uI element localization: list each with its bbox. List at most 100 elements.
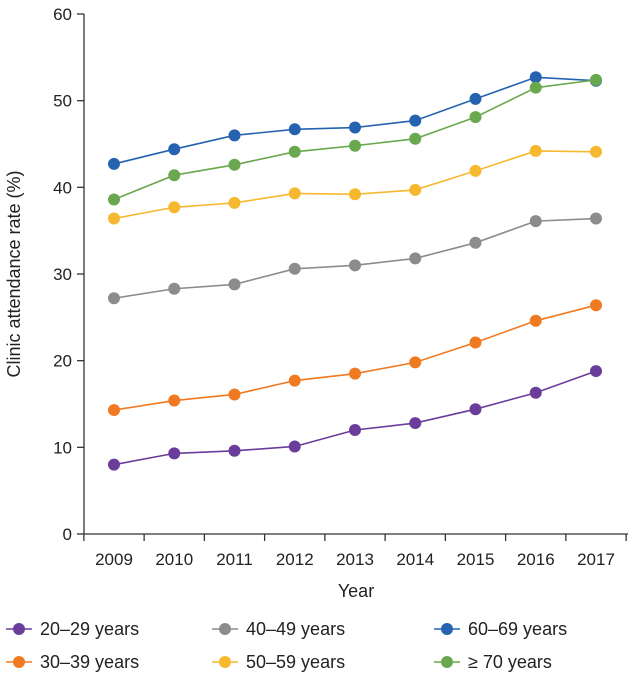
data-point: [529, 81, 542, 94]
data-point: [168, 394, 181, 407]
x-tick-label: 2016: [517, 550, 555, 569]
data-point: [529, 144, 542, 157]
x-axis-title: Year: [338, 581, 374, 601]
data-point: [168, 282, 181, 295]
data-point: [228, 444, 241, 457]
data-point: [288, 187, 301, 200]
data-point: [108, 157, 120, 170]
y-tick-label: 50: [53, 92, 72, 111]
data-point: [108, 193, 120, 206]
legend-marker: [441, 656, 453, 668]
data-point: [469, 164, 482, 177]
data-point: [349, 424, 361, 436]
data-point: [469, 403, 482, 416]
data-point: [529, 386, 542, 399]
data-point: [108, 458, 120, 471]
series-0: [108, 365, 602, 471]
data-point: [409, 114, 422, 127]
data-point: [409, 356, 422, 369]
y-tick-label: 40: [53, 178, 72, 197]
legend-item: 50–59 years: [212, 652, 345, 672]
y-tick-label: 0: [63, 525, 72, 544]
x-tick-label: 2017: [577, 550, 615, 569]
y-tick-label: 20: [53, 352, 72, 371]
data-point: [168, 201, 181, 214]
data-point: [590, 365, 602, 378]
data-point: [409, 252, 422, 265]
data-point: [590, 73, 602, 86]
series-line: [113, 370, 597, 466]
data-point: [469, 111, 482, 124]
legend-item: 20–29 years: [6, 619, 139, 639]
x-tick-label: 2014: [396, 550, 434, 569]
legend-label: 50–59 years: [246, 652, 345, 672]
legend-label: ≥ 70 years: [468, 652, 552, 672]
x-tick-label: 2009: [95, 550, 133, 569]
y-axis: 0 10 20 30 40 50 60: [53, 5, 85, 544]
data-point: [469, 92, 482, 105]
x-tick-label: 2013: [336, 550, 374, 569]
series-line: [113, 217, 597, 300]
series-3: [108, 144, 602, 225]
legend-marker: [13, 623, 25, 635]
series-1: [108, 299, 602, 417]
data-point: [168, 169, 181, 182]
legend: 20–29 years 40–49 years 60–69 years 30–39 y…: [6, 619, 567, 672]
y-tick-label: 30: [53, 265, 72, 284]
data-point: [288, 440, 301, 453]
data-point: [349, 188, 361, 201]
legend-label: 60–69 years: [468, 619, 567, 639]
data-point: [168, 447, 181, 460]
data-point: [108, 404, 120, 417]
data-point: [469, 336, 482, 349]
legend-marker: [219, 656, 231, 668]
data-point: [349, 367, 361, 380]
series-line: [113, 150, 597, 220]
y-tick-label: 60: [53, 5, 72, 24]
legend-label: 20–29 years: [40, 619, 139, 639]
x-tick-label: 2012: [276, 550, 314, 569]
data-point: [409, 417, 422, 430]
legend-label: 40–49 years: [246, 619, 345, 639]
legend-item: 60–69 years: [434, 619, 567, 639]
legend-item: 30–39 years: [6, 652, 139, 672]
data-point: [590, 145, 602, 158]
y-axis-title: Clinic attendance rate (%): [4, 170, 24, 377]
data-point: [228, 196, 241, 209]
data-point: [529, 215, 542, 228]
series-line: [113, 79, 597, 201]
series-5: [108, 73, 602, 206]
data-point: [409, 183, 422, 196]
legend-item: 40–49 years: [212, 619, 345, 639]
legend-marker: [441, 623, 453, 635]
data-point: [228, 388, 241, 401]
x-tick-label: 2015: [457, 550, 495, 569]
data-point: [349, 139, 361, 152]
series-2: [108, 212, 602, 305]
data-point: [228, 158, 241, 171]
data-point: [228, 278, 241, 291]
legend-label: 30–39 years: [40, 652, 139, 672]
data-point: [108, 292, 120, 305]
data-point: [529, 314, 542, 327]
data-point: [590, 212, 602, 225]
data-point: [168, 143, 181, 156]
data-point: [228, 129, 241, 142]
x-axis: 2009 2010 2011 2012 2013 2014 2015 2016 2017: [83, 533, 628, 569]
data-point: [529, 71, 542, 84]
legend-marker: [219, 623, 231, 635]
data-point: [288, 374, 301, 387]
x-tick-label: 2010: [155, 550, 193, 569]
data-point: [108, 212, 120, 225]
data-point: [409, 132, 422, 145]
data-point: [469, 236, 482, 249]
data-point: [288, 262, 301, 275]
data-point: [288, 145, 301, 158]
series-line: [113, 304, 597, 411]
series-4: [108, 71, 602, 170]
data-point: [590, 299, 602, 312]
data-point: [288, 123, 301, 136]
data-point: [349, 259, 361, 272]
legend-marker: [13, 656, 25, 668]
